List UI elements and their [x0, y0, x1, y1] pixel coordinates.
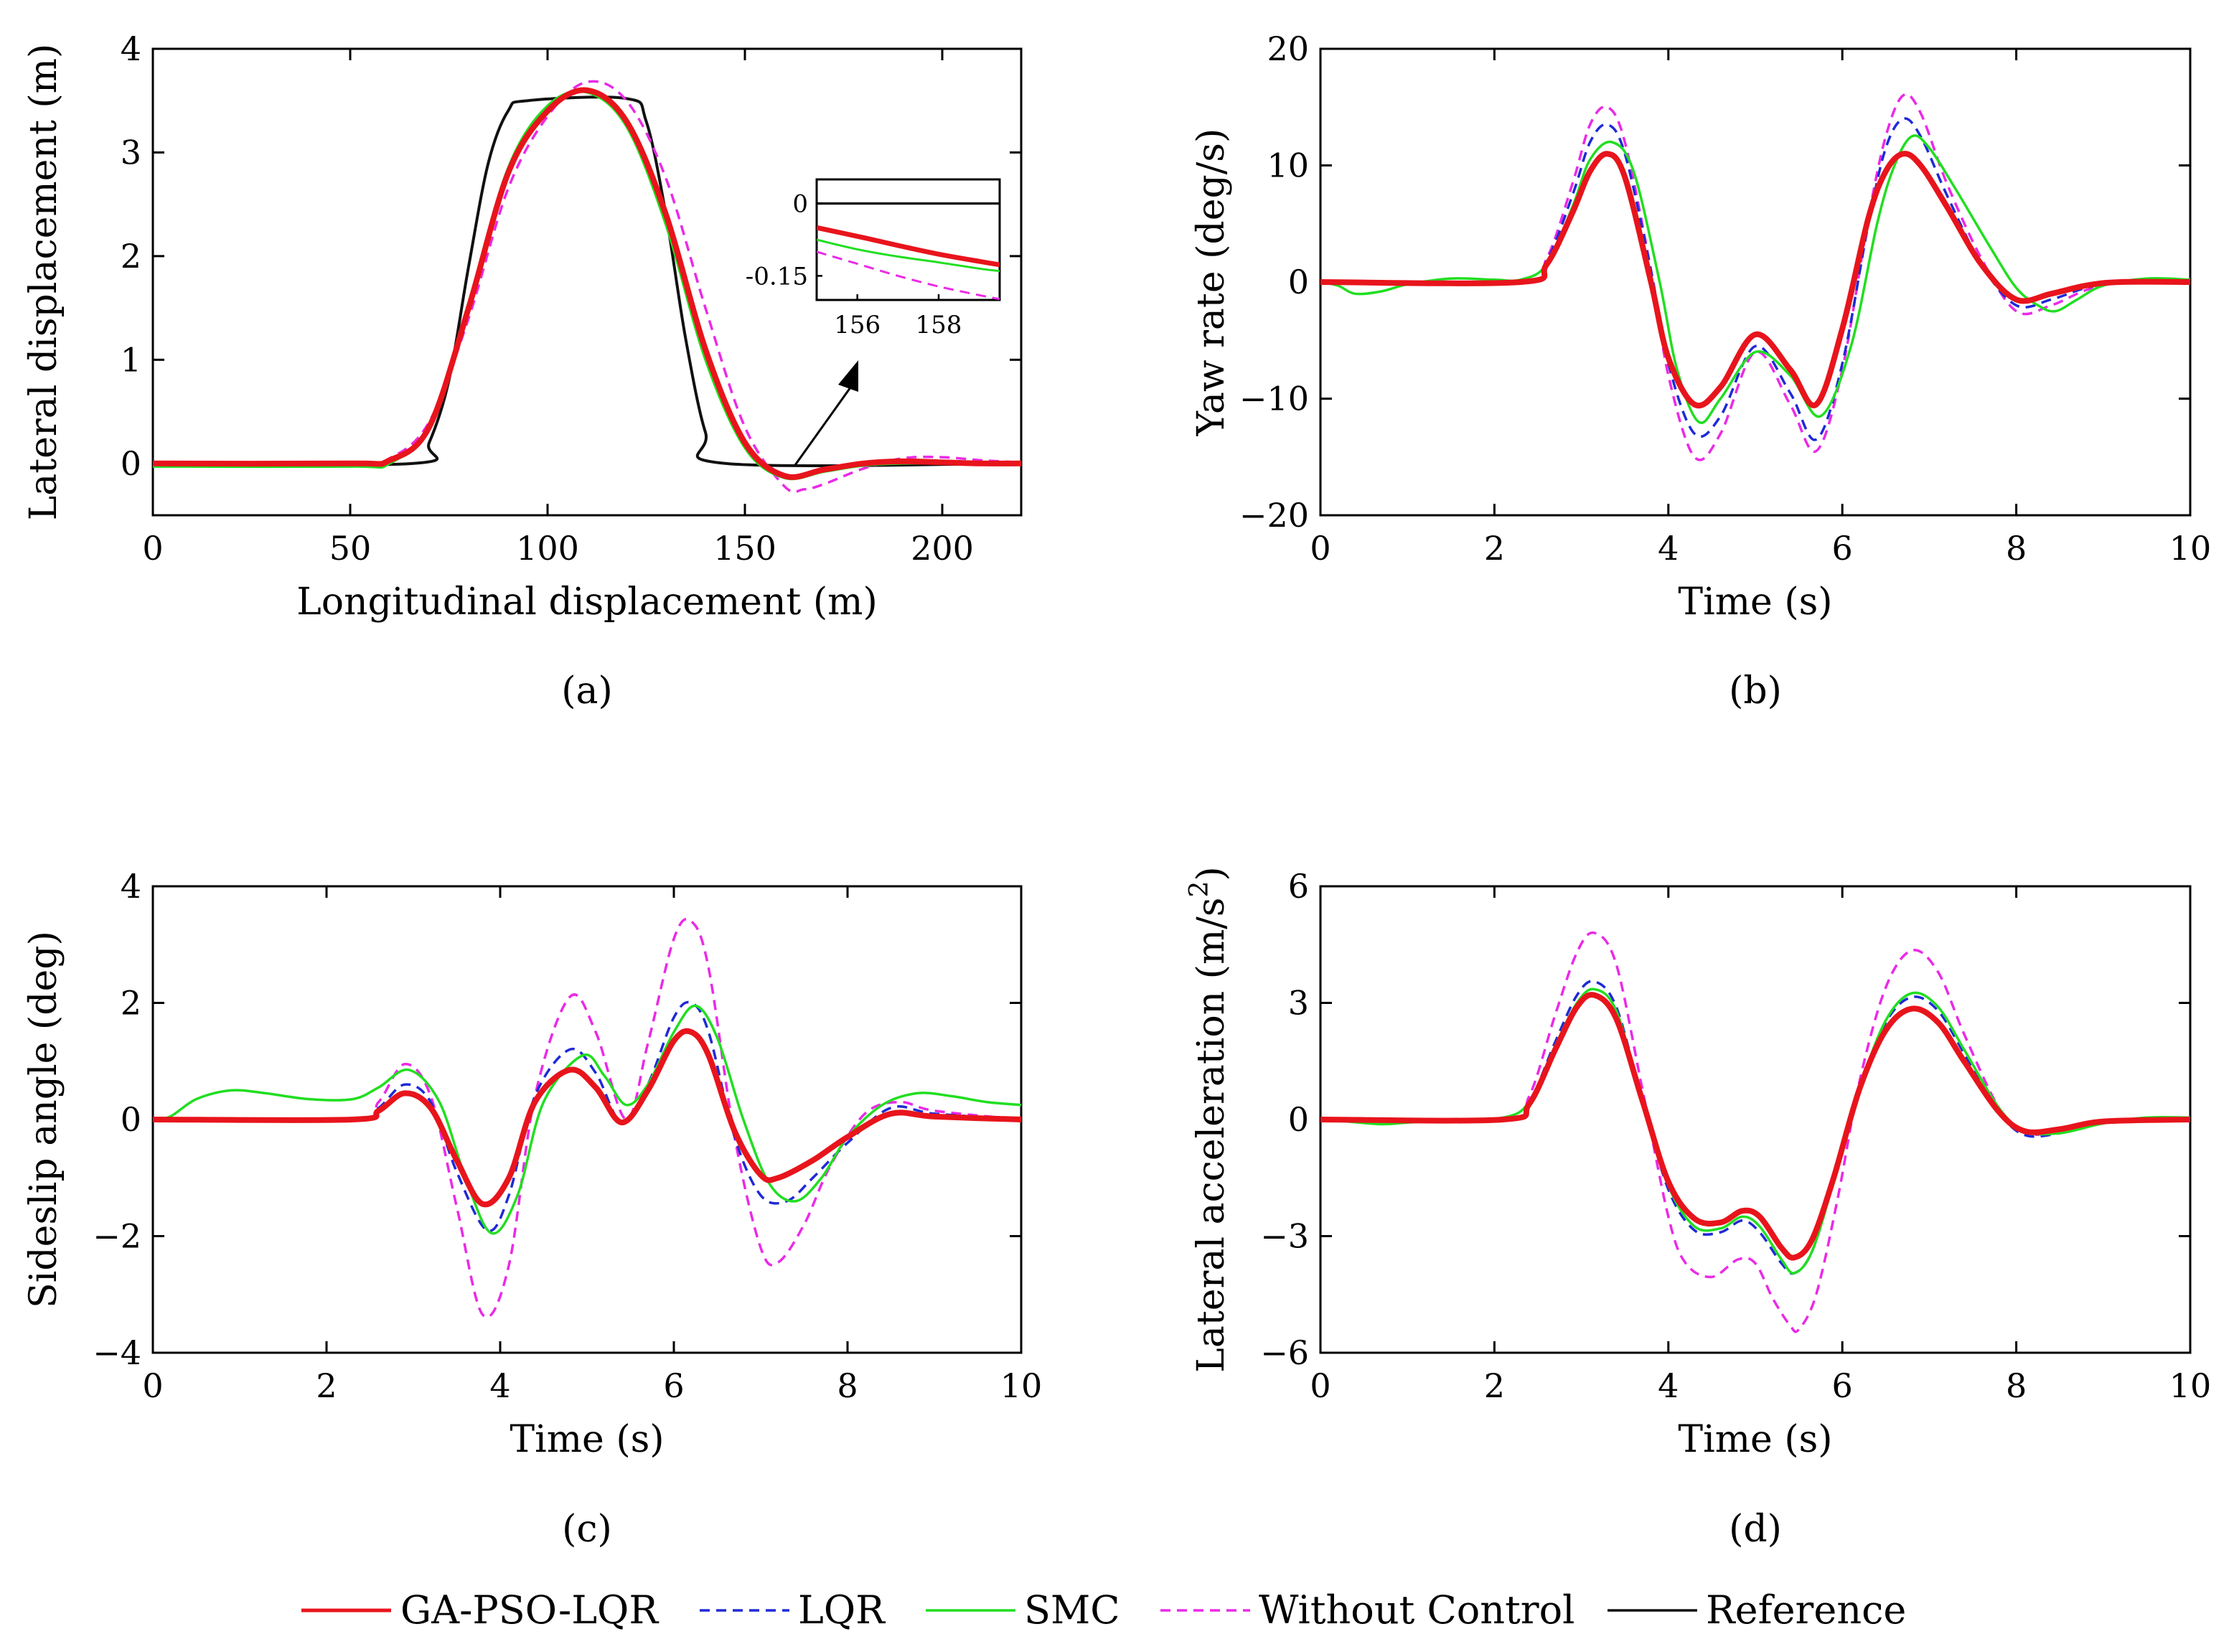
y-tick-label: 2 — [121, 984, 141, 1023]
series-line-ref — [153, 95, 1021, 467]
y-axis-label: Lateral displacement (m) — [22, 44, 65, 521]
series-line-ga — [817, 225, 1000, 268]
y-axis-label: Sideslip angle (deg) — [22, 931, 65, 1308]
legend-label-smc: SMC — [1024, 1587, 1120, 1633]
series-line-smc — [1320, 987, 2190, 1275]
x-tick-label: 8 — [837, 1366, 858, 1405]
x-tick-label: 200 — [911, 529, 974, 568]
y-tick-label: 3 — [1288, 984, 1309, 1023]
series-line-smc — [153, 1004, 1021, 1235]
x-tick-label: 4 — [1658, 1366, 1679, 1405]
x-tick-label: 6 — [1832, 1366, 1853, 1405]
x-axis-label: Longitudinal displacement (m) — [296, 581, 878, 624]
legend: GA-PSO-LQR LQR SMC Without Control Reference — [301, 1587, 1906, 1633]
x-tick-label: 10 — [2169, 529, 2212, 568]
y-axis-label-superscript: 2 — [1185, 881, 1214, 898]
x-tick-label: 6 — [1832, 529, 1853, 568]
y-axis-label: Lateral acceleration (m/s2) — [1185, 866, 1233, 1372]
inset-frame — [815, 178, 1001, 301]
y-tick-label: 1 — [121, 340, 141, 379]
inset-zoom: 156 158 0 -0.15 — [746, 178, 1001, 466]
inset-pointer-arrow — [794, 387, 852, 466]
panel-caption: (d) — [1729, 1508, 1782, 1551]
inset-x-tick-label: 156 — [834, 311, 881, 339]
x-tick-label: 0 — [142, 1366, 163, 1405]
x-tick-label: 50 — [329, 529, 372, 568]
x-axis-label: Time (s) — [510, 1418, 664, 1461]
series-line-woc — [153, 80, 1021, 494]
y-axis-label-close: ) — [1190, 866, 1233, 881]
x-tick-label: 8 — [2006, 1366, 2027, 1405]
series-line-ga — [153, 1028, 1021, 1208]
y-tick-label: 2 — [121, 237, 141, 276]
x-tick-label: 100 — [516, 529, 579, 568]
series-line-woc — [1320, 93, 2190, 461]
legend-label-woc: Without Control — [1259, 1587, 1574, 1633]
legend-label-lqr: LQR — [798, 1587, 886, 1633]
x-axis-label: Time (s) — [1678, 1418, 1832, 1461]
y-tick-label: 3 — [121, 133, 141, 172]
y-tick-label: 4 — [121, 29, 141, 68]
x-tick-label: 0 — [1310, 1366, 1330, 1405]
y-tick-label: −3 — [1260, 1217, 1309, 1256]
y-tick-label: 0 — [1288, 263, 1309, 301]
series-line-woc — [817, 250, 1000, 300]
inset-pointer-arrowhead — [838, 360, 858, 392]
series-line-woc — [1320, 931, 2190, 1333]
x-tick-label: 10 — [2169, 1366, 2212, 1405]
series-line-ga — [1320, 992, 2190, 1261]
series-line-smc — [1320, 134, 2190, 424]
x-tick-label: 4 — [1658, 529, 1679, 568]
y-axis-label-text: Sideslip angle (deg) — [22, 931, 65, 1308]
x-tick-label: 2 — [316, 1366, 337, 1405]
series-line-ga — [1320, 151, 2190, 409]
x-tick-label: 6 — [663, 1366, 684, 1405]
panel-a-lateral-displacement: 0 50 100 150 200 0 1 2 3 4 Longitudinal displaceme… — [22, 29, 1023, 713]
y-tick-label: −2 — [93, 1217, 141, 1256]
inset-y-tick-label: 0 — [792, 190, 808, 219]
y-tick-label: 0 — [1288, 1100, 1309, 1139]
y-tick-label: 0 — [121, 1100, 141, 1139]
series-line-ga — [153, 87, 1021, 480]
y-tick-label: 4 — [121, 867, 141, 906]
y-tick-label: 6 — [1288, 867, 1309, 906]
y-axis-label-text: Lateral displacement (m) — [22, 44, 65, 521]
x-tick-label: 2 — [1484, 1366, 1505, 1405]
y-tick-label: 0 — [121, 444, 141, 483]
panel-caption: (b) — [1729, 670, 1782, 713]
y-axis-label-text: Lateral acceleration (m/s — [1190, 898, 1233, 1373]
y-tick-label: −20 — [1239, 496, 1309, 535]
inset-y-tick-label: -0.15 — [746, 262, 808, 291]
y-tick-label: −4 — [93, 1333, 141, 1372]
x-tick-label: 2 — [1484, 529, 1505, 568]
legend-label-ref: Reference — [1706, 1587, 1906, 1633]
panel-caption: (c) — [562, 1508, 612, 1551]
x-tick-label: 4 — [489, 1366, 510, 1405]
y-tick-label: −6 — [1260, 1333, 1309, 1372]
legend-label-ga: GA-PSO-LQR — [400, 1587, 659, 1633]
x-tick-label: 0 — [1310, 529, 1330, 568]
panel-caption: (a) — [561, 670, 613, 713]
y-axis-label: Yaw rate (deg/s) — [1190, 128, 1233, 437]
y-axis-label-text: Yaw rate (deg/s) — [1190, 128, 1233, 437]
axes-frame — [151, 47, 1023, 517]
y-tick-label: 10 — [1267, 146, 1309, 185]
x-tick-label: 8 — [2006, 529, 2027, 568]
y-tick-label: −10 — [1239, 380, 1309, 418]
panel-b-yaw-rate: 0 2 4 6 8 10 −20 −10 0 10 20 Time (s) Yaw rate (deg/… — [1190, 29, 2211, 713]
x-tick-label: 0 — [142, 529, 163, 568]
inset-x-tick-label: 158 — [916, 311, 962, 339]
x-tick-label: 150 — [713, 529, 776, 568]
x-tick-label: 10 — [1000, 1366, 1043, 1405]
x-axis-label: Time (s) — [1678, 581, 1832, 624]
y-tick-label: 20 — [1267, 29, 1309, 68]
series-line-smc — [817, 238, 1000, 273]
